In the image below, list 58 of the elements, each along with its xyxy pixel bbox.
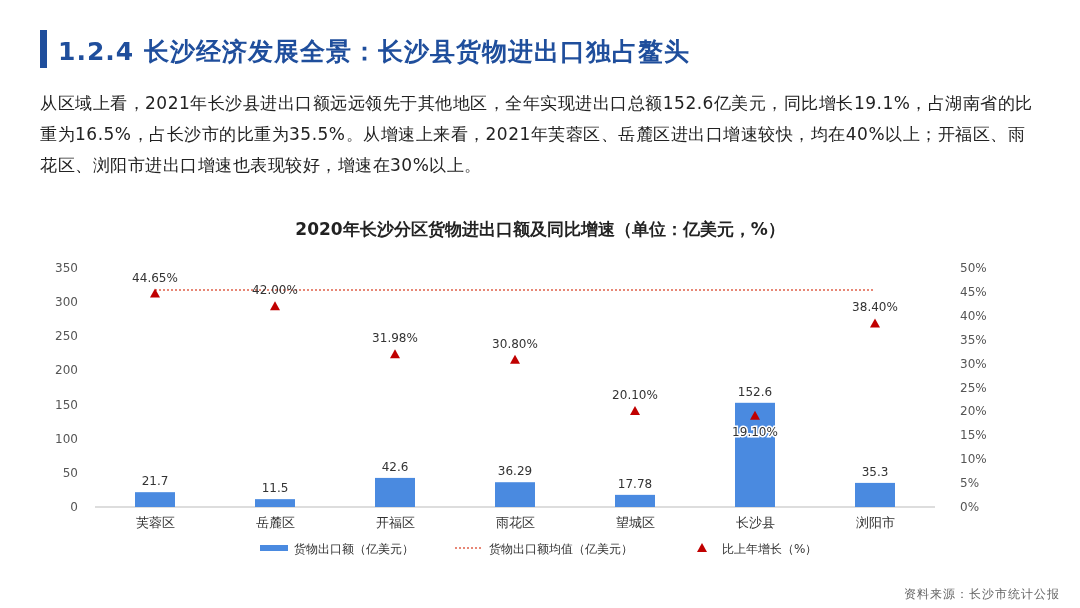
y2-tick-label: 15% [960,428,987,443]
y2-tick-label: 5% [960,476,980,491]
data-label: 31.98% [372,331,418,346]
x-tick-label: 长沙县 [735,515,775,530]
point [510,354,520,364]
data-label: 30.80% [492,336,538,351]
y2-tick-label: 0% [960,500,980,514]
y2-tick-label: 40% [960,308,987,323]
y2-tick-label: 45% [960,284,987,299]
legend-label: 货物出口额（亿美元） [294,542,414,556]
x-tick-label: 雨花区 [495,515,535,530]
y2-tick-label: 50% [960,261,987,275]
data-label: 42.00% [252,283,298,298]
y2-tick-label: 30% [960,356,987,371]
data-label: 42.6 [381,459,409,474]
bar [615,494,655,507]
y2-tick-label: 20% [960,404,987,419]
y-tick-label: 100 [55,431,78,446]
data-label: 152.6 [737,384,773,399]
bar [855,482,895,507]
bar [255,499,295,507]
x-tick-label: 浏阳市 [855,515,895,530]
y-tick-label: 0 [70,500,78,514]
point [390,349,400,359]
bar [135,492,175,507]
x-tick-label: 芙蓉区 [135,515,175,530]
text: 1.2.4 长沙经济发展全景：长沙县货物进出口独占鳌头 [58,37,690,66]
legend-label: 货物出口额均值（亿美元） [489,542,633,556]
y-tick-label: 50 [62,465,78,480]
y-tick-label: 250 [55,329,78,344]
y-tick-label: 350 [55,261,78,275]
y-tick-label: 200 [55,363,78,378]
y-tick-label: 300 [55,295,78,310]
x-tick-label: 开福区 [375,515,415,530]
bar [375,477,415,507]
data-label: 38.40% [852,300,898,315]
point [630,405,640,415]
y2-tick-label: 25% [960,380,987,395]
data-label: 20.10% [612,387,658,402]
data-label: 11.5 [261,481,289,496]
x-tick-label: 岳麓区 [255,515,295,530]
data-label: 21.7 [141,474,169,489]
x-tick-label: 望城区 [615,515,655,530]
chart-title: 2020年长沙分区货物进出口额及同比增速（单位：亿美元，%） [295,219,785,239]
y2-tick-label: 10% [960,452,987,467]
point [150,288,160,298]
data-label: 44.65% [132,270,178,285]
text: 资料来源：长沙市统计公报 [904,587,1060,601]
data-label: 35.3 [861,464,889,479]
text: 从区域上看，2021年长沙县进出口额远远领先于其他地区，全年实现进出口总额152.6亿美元，同比增长19.1%，占湖南省的比重为16.5%，占长沙市的比重为35.5%。从增速上来看，2021年芙蓉区、岳麓区进出口增速较快，均在40%以上；开福区、雨花区、浏阳市进出口增速也表现较好，增速在30%以上。 [40,92,1034,177]
data-label: 36.29 [497,464,533,479]
y-tick-label: 150 [55,397,78,412]
data-label: 17.78 [617,476,653,491]
legend-label: 比上年增长（%） [722,542,818,556]
bar [495,482,535,507]
y2-tick-label: 35% [960,332,987,347]
point [270,301,280,311]
point [750,410,760,420]
